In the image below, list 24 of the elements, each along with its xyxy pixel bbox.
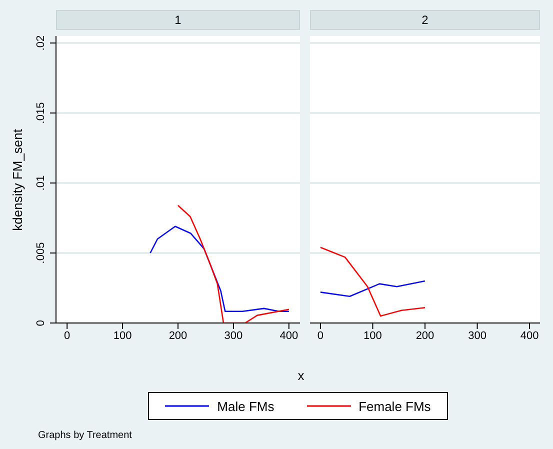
x-tick-label: 200 (416, 330, 434, 342)
chart-title: 2 (310, 10, 540, 30)
y-tick-label: 0 (35, 320, 47, 326)
x-tick-label: 0 (64, 330, 70, 342)
y-axis-title: kdensity FM_sent (10, 128, 24, 230)
x-tick-label: 100 (364, 330, 382, 342)
y-tick-label: .01 (35, 175, 47, 191)
line-series (150, 226, 290, 312)
legend-label: Male FMs (217, 398, 274, 414)
chart-title: 1 (56, 10, 300, 30)
x-tick-label: 300 (224, 330, 243, 342)
x-tick-label: 300 (468, 330, 486, 342)
legend-label: Female FMs (358, 398, 431, 414)
x-axis-title: x (296, 368, 306, 383)
line-series (177, 204, 290, 323)
y-tick-label: .02 (35, 35, 47, 51)
y-tick-label: .005 (35, 242, 47, 264)
x-tick-label: 0 (317, 330, 324, 342)
y-tick-label: .015 (35, 102, 47, 124)
x-tick-label: 400 (280, 330, 298, 342)
x-tick-label: 100 (113, 330, 132, 342)
x-tick-label: 200 (168, 330, 188, 342)
text: Graphs by Treatment (38, 430, 132, 441)
x-tick-label: 400 (520, 330, 539, 342)
